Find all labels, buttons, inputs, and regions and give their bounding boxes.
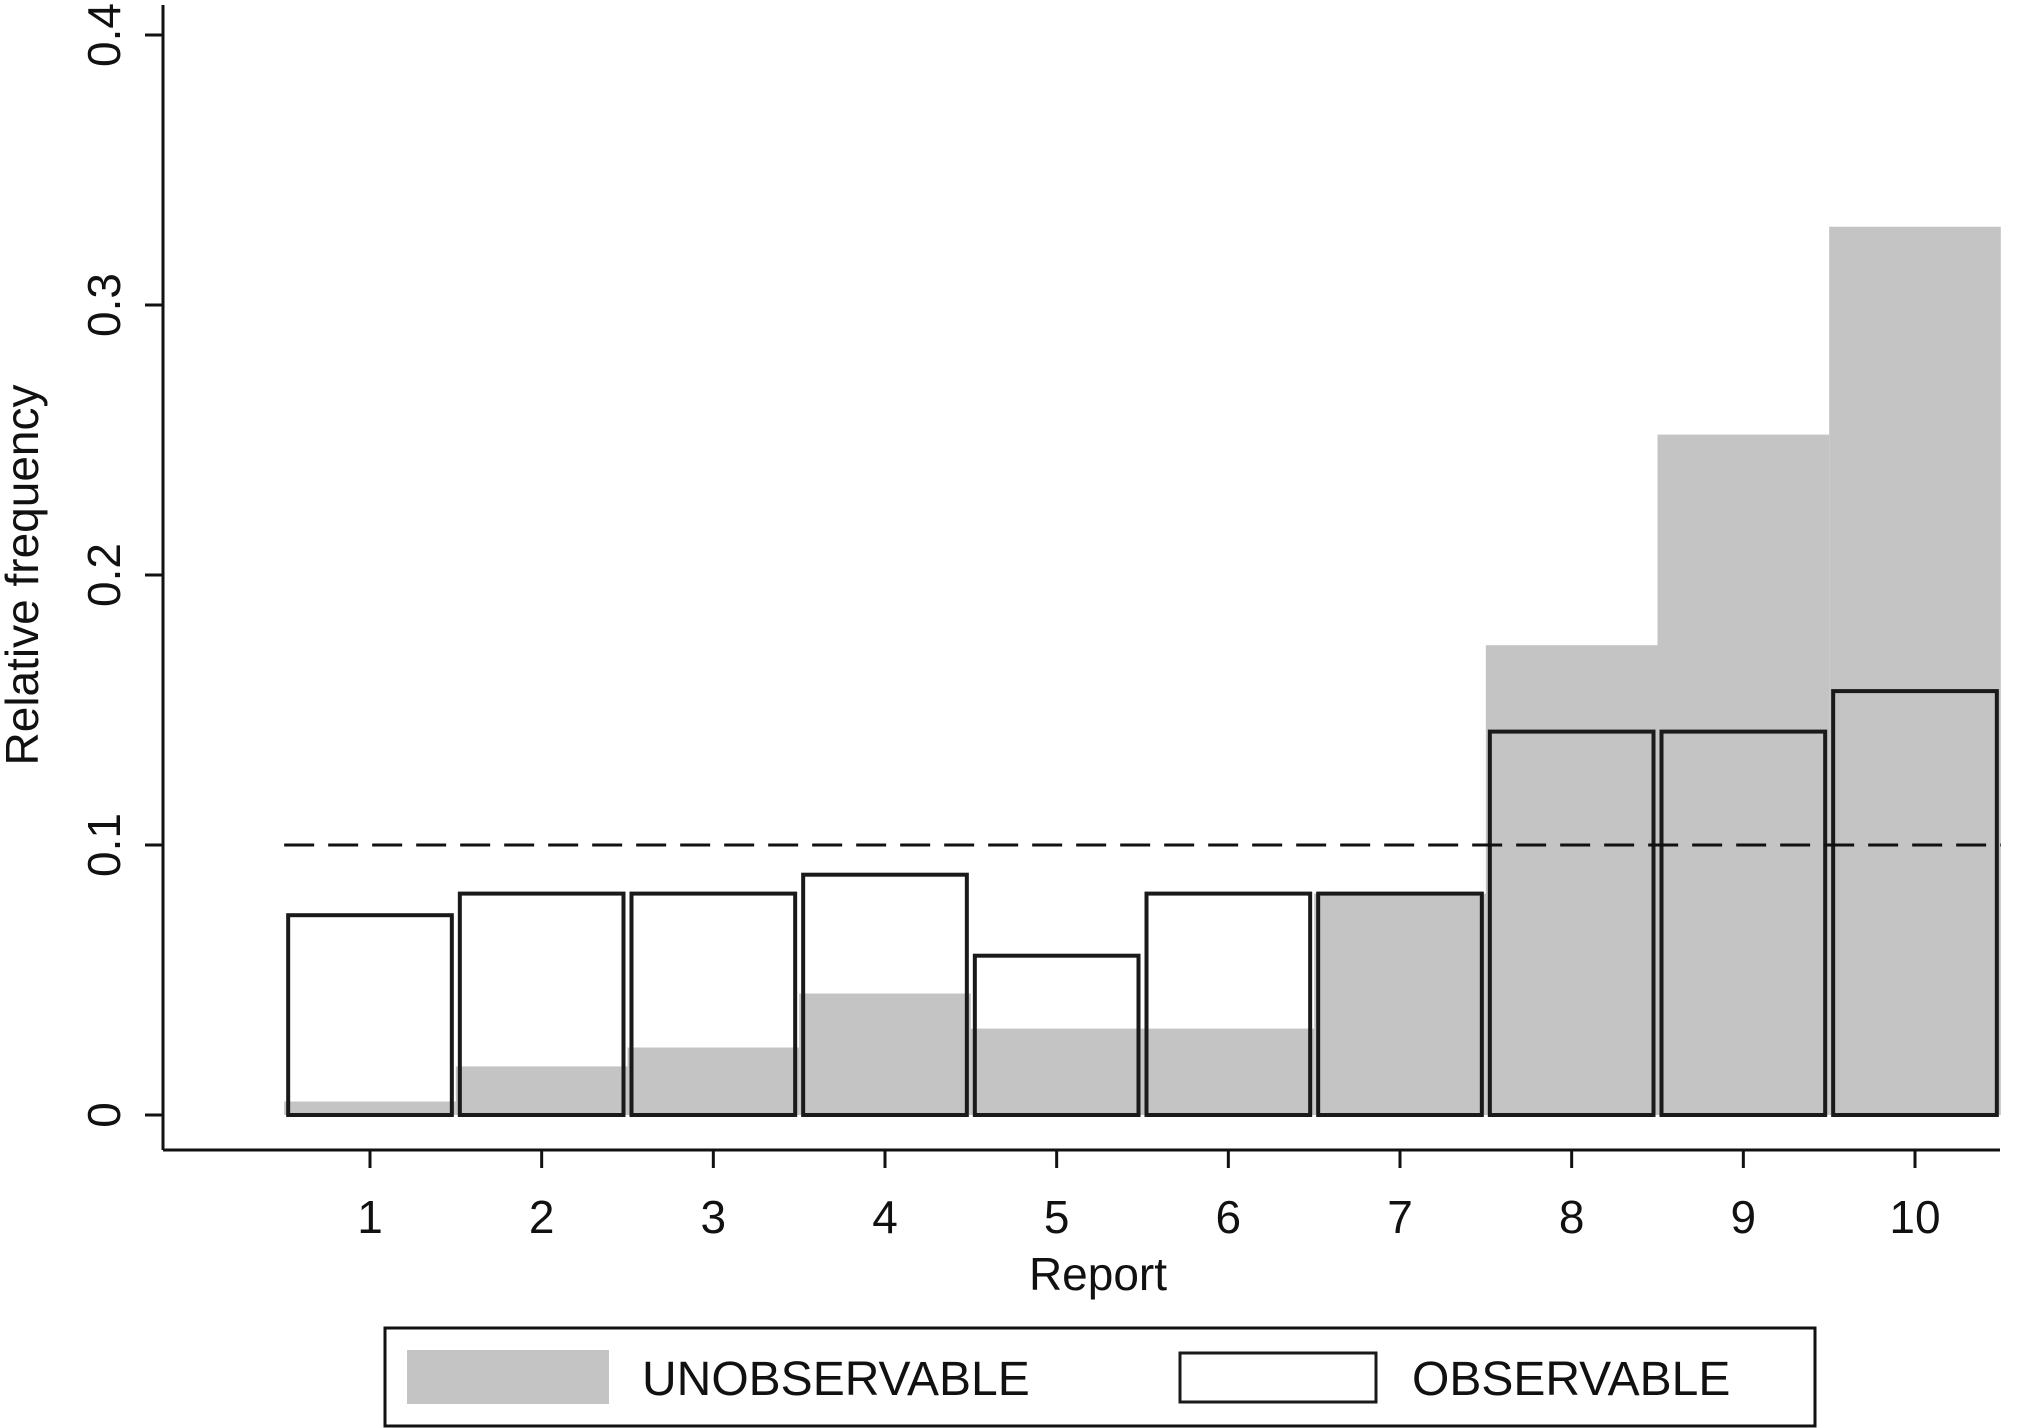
bar-unobservable-8 (1485, 645, 1658, 1115)
bar-unobservable-4 (799, 993, 971, 1115)
observable-bars (286, 689, 1999, 1118)
bar-unobservable-5 (970, 1028, 1143, 1115)
x-tick-label: 10 (1889, 1191, 1940, 1243)
legend-swatch-unobservable (407, 1350, 609, 1404)
bar-unobservable-10 (1829, 226, 2001, 1115)
x-tick-label: 2 (529, 1191, 555, 1243)
legend-label-observable: OBSERVABLE (1412, 1353, 1730, 1406)
y-axis-title: Relative frequency (0, 385, 48, 766)
x-axis-title: Report (1029, 1248, 1167, 1300)
legend-box (383, 1326, 1817, 1428)
bar-observable-5 (972, 953, 1141, 1118)
x-tick-label: 4 (872, 1191, 898, 1243)
bar-observable-2 (457, 891, 626, 1117)
bar-observable-10 (1831, 689, 1999, 1117)
x-tick-label: 5 (1044, 1191, 1070, 1243)
x-tick-label: 9 (1731, 1191, 1757, 1243)
bar-unobservable-6 (1142, 1028, 1315, 1115)
bar-unobservable-9 (1657, 434, 1830, 1116)
legend-swatch-observable (1178, 1351, 1378, 1404)
y-axis-ticks: 0 0.1 0.2 0.3 0.4 (78, 3, 163, 1128)
unobservable-bars (284, 226, 2001, 1116)
bar-unobservable-2 (455, 1066, 628, 1115)
x-tick-label: 7 (1387, 1191, 1413, 1243)
bar-unobservable-3 (627, 1047, 800, 1115)
bar-observable-3 (629, 891, 798, 1117)
x-axis-ticks: 1 2 3 4 5 6 7 8 9 10 (357, 1150, 1941, 1243)
y-tick-label: 0.4 (78, 3, 130, 67)
x-tick-label: 3 (701, 1191, 727, 1243)
x-tick-label: 6 (1216, 1191, 1242, 1243)
y-tick-label: 0.2 (78, 543, 130, 607)
bar-unobservable-1 (284, 1101, 456, 1115)
legend-label-unobservable: UNOBSERVABLE (642, 1353, 1030, 1406)
x-tick-label: 1 (357, 1191, 383, 1243)
bar-observable-1 (286, 913, 454, 1118)
bar-observable-4 (801, 872, 969, 1118)
y-tick-label: 0.3 (78, 273, 130, 337)
legend: UNOBSERVABLE OBSERVABLE (383, 1326, 1817, 1428)
y-tick-label: 0.1 (78, 813, 130, 877)
bar-observable-7 (1316, 891, 1484, 1117)
y-tick-label: 0 (78, 1102, 130, 1128)
bar-observable-9 (1659, 729, 1828, 1117)
bar-unobservable-7 (1314, 893, 1486, 1115)
bar-observable-6 (1144, 891, 1313, 1117)
x-tick-label: 8 (1559, 1191, 1585, 1243)
bar-observable-8 (1487, 729, 1656, 1117)
